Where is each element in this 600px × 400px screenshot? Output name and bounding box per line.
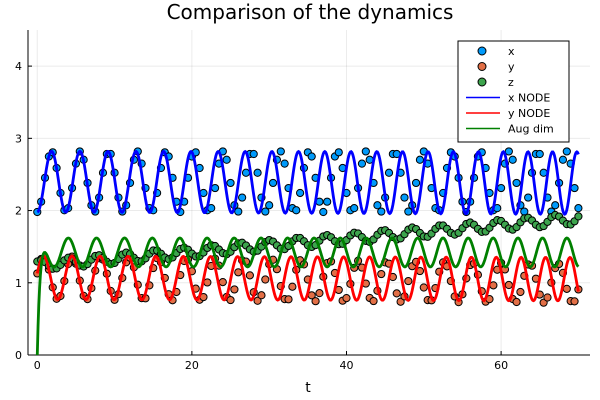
point-x-56 — [249, 149, 258, 159]
axes: 0 20 40 60 0 1 2 3 4 — [15, 30, 590, 372]
point-x-78 — [334, 148, 343, 157]
point-y-51 — [230, 285, 239, 294]
point-y-139 — [570, 297, 579, 306]
y-tick-label-4: 4 — [15, 60, 22, 73]
point-y-118 — [489, 281, 498, 290]
point-y-50 — [226, 295, 235, 305]
point-x-82 — [350, 204, 359, 213]
legend-box — [457, 40, 570, 143]
point-x-99 — [415, 155, 425, 164]
y-tick-label-0: 0 — [15, 349, 22, 362]
point-x-98 — [411, 178, 421, 188]
plot-area — [33, 147, 583, 355]
point-x-54 — [241, 168, 251, 177]
legend-label-0: x — [508, 45, 515, 58]
point-x-136 — [558, 155, 568, 164]
point-x-74 — [319, 207, 328, 217]
point-y-125 — [516, 287, 525, 297]
point-x-127 — [524, 193, 533, 202]
point-y-96 — [404, 276, 413, 286]
point-x-91 — [384, 168, 394, 177]
point-x-137 — [562, 147, 571, 156]
point-x-85 — [361, 147, 370, 156]
point-x-140 — [574, 204, 583, 213]
point-x-68 — [296, 188, 305, 198]
x-tick-label-0: 0 — [34, 359, 41, 372]
legend-label-5: Aug dim — [508, 123, 554, 136]
legend-label-1: y — [508, 61, 515, 74]
point-x-89 — [377, 207, 386, 216]
legend-marker-1 — [477, 62, 487, 71]
point-x-84 — [357, 159, 367, 168]
point-x-134 — [551, 201, 560, 210]
point-z-140 — [574, 212, 583, 221]
point-y-87 — [369, 296, 378, 306]
legend-marker-0 — [477, 46, 487, 56]
point-x-59 — [261, 207, 270, 216]
point-y-52 — [234, 268, 243, 277]
series-line-y-NODE — [35, 254, 580, 303]
legend-label-4: y NODE — [508, 107, 550, 120]
legend-label-3: x NODE — [508, 92, 550, 105]
point-x-60 — [265, 201, 274, 210]
y-tick-label-2: 2 — [15, 205, 22, 218]
point-x-50 — [226, 178, 235, 188]
point-y-72 — [311, 297, 320, 306]
point-y-93 — [392, 289, 401, 298]
y-tick-label-3: 3 — [15, 132, 22, 145]
point-x-88 — [373, 201, 382, 210]
series-line-Aug-dim — [35, 236, 580, 355]
x-axis-label: t — [305, 380, 311, 396]
point-x-139 — [570, 183, 579, 193]
point-x-96 — [404, 207, 413, 216]
point-y-57 — [253, 296, 262, 305]
point-y-80 — [342, 293, 351, 303]
point-x-120 — [497, 183, 506, 193]
x-tick-label-3: 60 — [494, 359, 508, 372]
point-x-49 — [222, 155, 231, 164]
point-x-64 — [280, 159, 289, 168]
point-y-65 — [284, 295, 293, 304]
point-y-137 — [562, 284, 571, 293]
legend-marker-2 — [477, 77, 487, 87]
point-y-66 — [288, 282, 297, 291]
legend-label-2: z — [508, 76, 514, 89]
point-y-55 — [245, 271, 254, 280]
point-y-124 — [512, 297, 521, 307]
point-y-89 — [377, 269, 386, 279]
point-y-58 — [257, 291, 266, 300]
point-x-67 — [292, 206, 301, 215]
point-x-95 — [400, 193, 409, 202]
point-x-61 — [268, 178, 278, 188]
point-x-123 — [508, 155, 517, 164]
point-x-122 — [504, 147, 513, 156]
point-x-130 — [535, 149, 544, 159]
point-x-71 — [307, 152, 316, 161]
legend: xyz x NODE y NODE Aug dim — [457, 40, 570, 143]
x-tick-label-2: 40 — [339, 359, 353, 372]
point-x-52 — [234, 207, 243, 216]
point-y-132 — [543, 293, 552, 302]
chart-title: Comparison of the dynamics — [167, 0, 454, 24]
point-x-124 — [512, 178, 521, 188]
point-x-63 — [276, 147, 285, 156]
y-tick-label-1: 1 — [15, 277, 22, 290]
point-y-73 — [315, 289, 324, 298]
point-y-100 — [419, 283, 428, 292]
point-x-53 — [238, 193, 247, 202]
point-x-75 — [323, 197, 332, 206]
point-x-57 — [253, 168, 262, 177]
point-y-59 — [261, 275, 270, 284]
plot-series-group — [33, 147, 583, 355]
point-y-48 — [218, 278, 227, 287]
series-line-x-NODE — [36, 149, 580, 216]
x-tick-label-1: 20 — [185, 359, 199, 372]
point-y-122 — [504, 280, 513, 290]
point-x-46 — [210, 183, 220, 193]
